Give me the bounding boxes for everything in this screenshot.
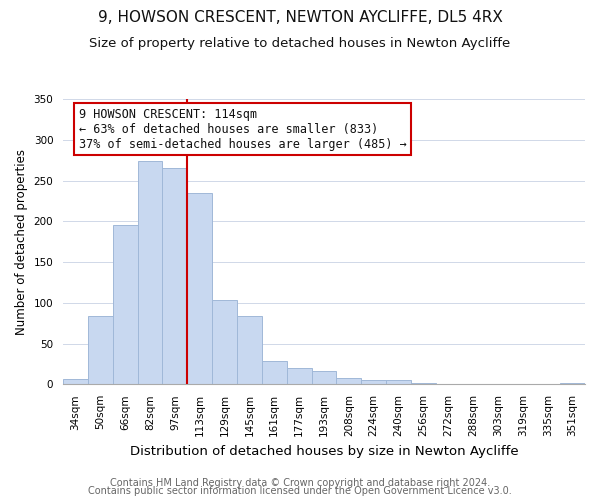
Bar <box>187 192 212 384</box>
Text: Contains public sector information licensed under the Open Government Licence v3: Contains public sector information licen… <box>88 486 512 496</box>
Bar <box>212 300 237 384</box>
Bar <box>262 362 287 384</box>
Bar <box>560 382 585 384</box>
Bar <box>63 380 88 384</box>
X-axis label: Distribution of detached houses by size in Newton Aycliffe: Distribution of detached houses by size … <box>130 444 518 458</box>
Bar <box>337 378 361 384</box>
Text: 9, HOWSON CRESCENT, NEWTON AYCLIFFE, DL5 4RX: 9, HOWSON CRESCENT, NEWTON AYCLIFFE, DL5… <box>98 10 502 25</box>
Bar <box>361 380 386 384</box>
Bar <box>137 161 163 384</box>
Bar <box>113 224 137 384</box>
Y-axis label: Number of detached properties: Number of detached properties <box>15 148 28 334</box>
Bar <box>88 316 113 384</box>
Bar <box>287 368 311 384</box>
Text: 9 HOWSON CRESCENT: 114sqm
← 63% of detached houses are smaller (833)
37% of semi: 9 HOWSON CRESCENT: 114sqm ← 63% of detac… <box>79 108 406 150</box>
Text: Contains HM Land Registry data © Crown copyright and database right 2024.: Contains HM Land Registry data © Crown c… <box>110 478 490 488</box>
Bar <box>386 380 411 384</box>
Text: Size of property relative to detached houses in Newton Aycliffe: Size of property relative to detached ho… <box>89 38 511 51</box>
Bar <box>237 316 262 384</box>
Bar <box>311 372 337 384</box>
Bar <box>411 382 436 384</box>
Bar <box>163 168 187 384</box>
